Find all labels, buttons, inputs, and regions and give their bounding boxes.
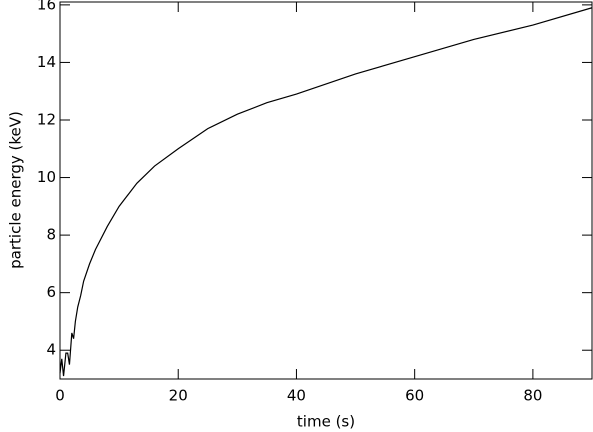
x-tick-label: 60	[405, 387, 424, 405]
x-axis-label: time (s)	[297, 413, 355, 431]
plot-frame	[59, 1, 593, 380]
y-tick-label: 14	[37, 53, 56, 71]
x-tick-label: 0	[55, 387, 65, 405]
y-tick-label: 6	[46, 283, 56, 301]
x-tick-label: 40	[287, 387, 306, 405]
y-tick-label: 8	[46, 226, 56, 244]
data-line	[59, 7, 593, 377]
y-tick-label: 16	[37, 0, 56, 13]
x-tick-label: 20	[169, 387, 188, 405]
y-tick-label: 4	[46, 341, 56, 359]
y-axis-label: particle energy (keV)	[7, 111, 25, 269]
x-tick-label: 80	[523, 387, 542, 405]
y-tick-label: 12	[37, 110, 56, 128]
y-tick-label: 10	[37, 168, 56, 186]
